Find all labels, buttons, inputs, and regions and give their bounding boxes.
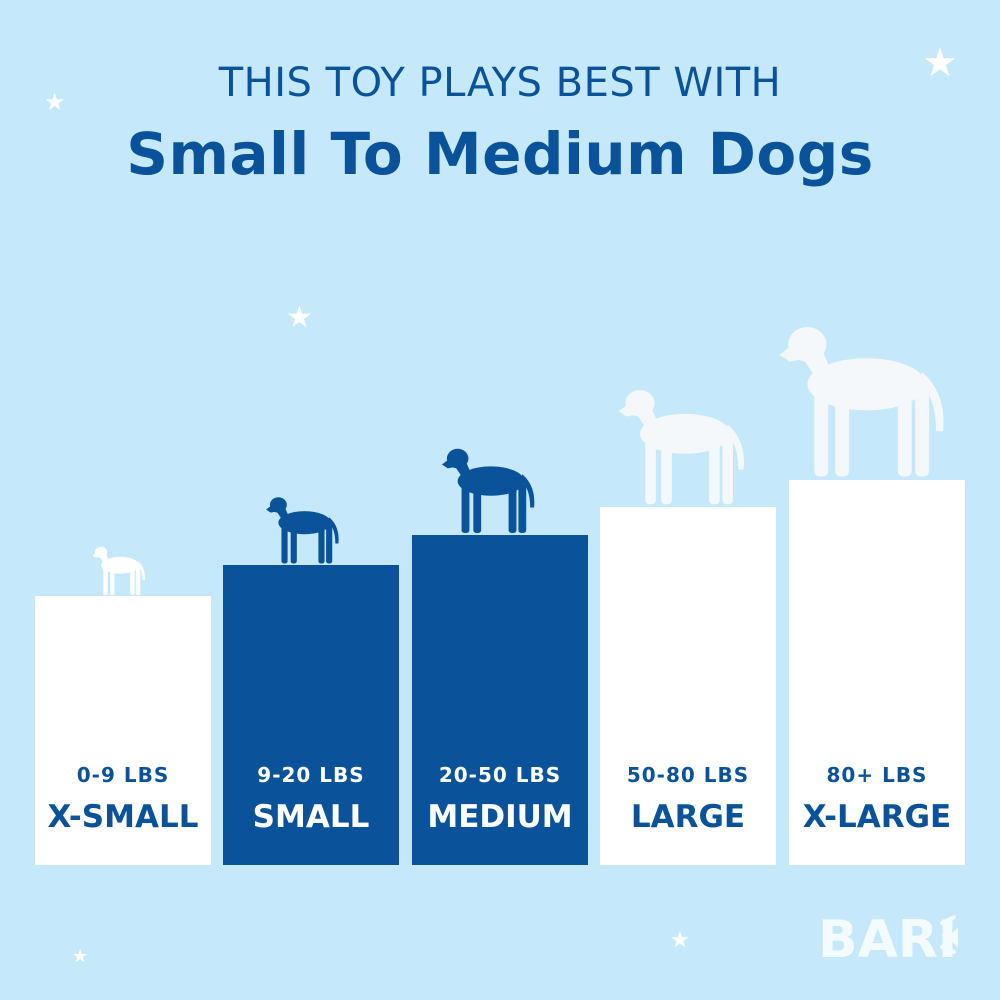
- weight-label: 50-80 LBS: [626, 763, 750, 787]
- great-dane-silhouette-icon: [776, 306, 950, 480]
- golden-retriever-silhouette-icon: [600, 374, 765, 507]
- star-icon: ★: [44, 88, 66, 116]
- size-bar-medium: 20-50 LBS MEDIUM: [412, 535, 588, 865]
- star-icon: ★: [922, 40, 958, 86]
- star-icon: ★: [72, 946, 89, 967]
- subtitle: THIS TOY PLAYS BEST WITH: [218, 60, 782, 106]
- weight-label: 0-9 LBS: [76, 763, 170, 787]
- size-bar-x-large: 80+ LBS X-LARGE: [789, 480, 965, 865]
- size-label: X-SMALL: [47, 799, 199, 835]
- size-label: MEDIUM: [427, 799, 573, 835]
- size-bar-x-small: 0-9 LBS X-SMALL: [35, 596, 211, 865]
- size-bar-large: 50-80 LBS LARGE: [600, 507, 776, 865]
- weight-label: 80+ LBS: [826, 763, 928, 787]
- star-icon: ★: [670, 928, 690, 953]
- star-icon: ★: [286, 300, 313, 335]
- weight-label: 9-20 LBS: [257, 763, 365, 787]
- size-label: SMALL: [252, 799, 370, 835]
- size-label: X-LARGE: [802, 799, 952, 835]
- scottish-terrier-silhouette-icon: [260, 488, 346, 565]
- page-title: Small To Medium Dogs: [126, 120, 874, 188]
- size-bar-small: 9-20 LBS SMALL: [223, 565, 399, 865]
- labrador-silhouette-icon: [425, 437, 553, 535]
- logo-text: BARK: [818, 910, 958, 965]
- bark-logo: BARK: [818, 905, 980, 970]
- size-label: LARGE: [630, 799, 746, 835]
- weight-label: 20-50 LBS: [438, 763, 562, 787]
- chihuahua-silhouette-icon: [88, 540, 150, 596]
